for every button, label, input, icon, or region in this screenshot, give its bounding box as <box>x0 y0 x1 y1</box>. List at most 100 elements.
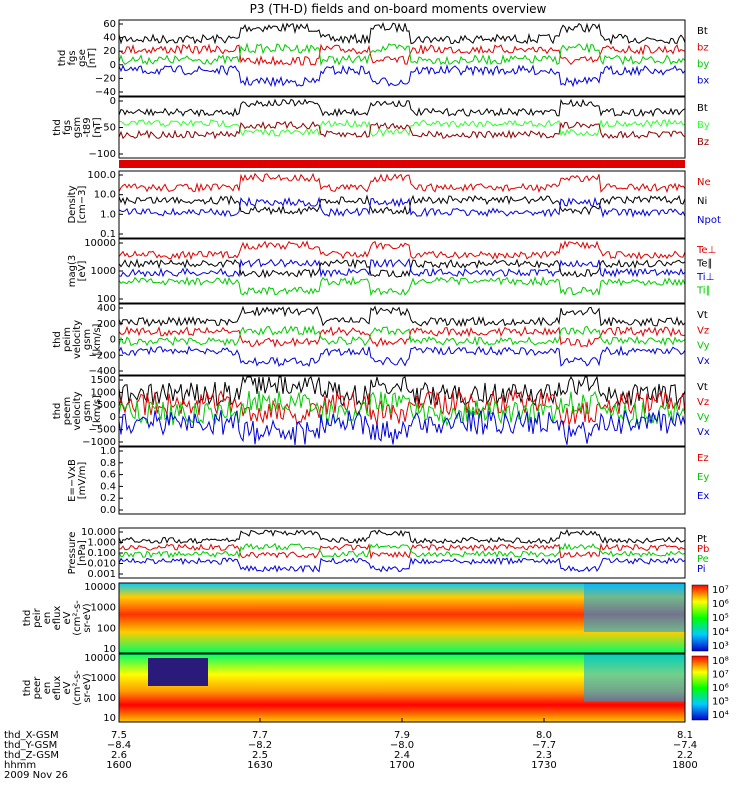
ytick-label: 1.000 <box>87 538 116 549</box>
panel-frame <box>118 19 686 97</box>
colorbar-label: 10⁸ <box>712 656 729 667</box>
ylabel-line: thd <box>22 610 33 627</box>
ytick-label: −400 <box>89 366 116 377</box>
legend-Ez: Ez <box>697 453 709 464</box>
xrow-value: 8.0 <box>536 730 552 741</box>
xrow-value: 1630 <box>247 760 272 771</box>
ytick-label: 10000 <box>84 582 116 593</box>
ytick-label: 10000 <box>84 238 116 249</box>
xrow-label: hhmm <box>4 760 36 771</box>
ylabel: thdpeirenefluxeV(cm²-s-sr-eV) <box>22 600 93 636</box>
ylabel-line: eV <box>62 681 73 694</box>
colorbar-label: 10⁷ <box>712 585 729 596</box>
ytick-label: 1500 <box>91 375 116 386</box>
legend-Pt: Pt <box>697 534 707 545</box>
series-Pt <box>118 528 686 545</box>
series-bz <box>118 43 686 67</box>
legend-Vx: Vx <box>697 427 710 438</box>
ylabel-line: eflux <box>52 606 63 631</box>
ylabel-line: eflux <box>52 676 63 701</box>
ytick-label: 1000 <box>91 603 116 614</box>
ytick-label: 0 <box>110 96 116 107</box>
ylabel-line: eV <box>62 611 73 624</box>
ytick-label: 1000 <box>91 266 116 277</box>
panel-fgs_gse: thdfgsgse[nT] 60 40 20 0 −20 −40 Bt bz by bx <box>57 19 709 98</box>
series-Vy <box>118 390 686 427</box>
legend-by: by <box>697 59 709 70</box>
series-Pb <box>118 542 686 560</box>
legend-Vz: Vz <box>697 397 709 408</box>
series-Vz <box>118 325 686 348</box>
xrow-value: −8.0 <box>390 740 414 751</box>
ytick-label: 0.1 <box>100 229 116 240</box>
legend-Pb: Pb <box>697 544 709 555</box>
ylabel-line: thd <box>52 331 63 348</box>
ylabel: mag(3[eV] <box>67 255 88 287</box>
xrow-value: 2.4 <box>394 750 410 761</box>
colorbar-label: 10⁵ <box>712 613 729 624</box>
ylabel-line: thd <box>22 680 33 697</box>
ylabel-line: en <box>42 682 53 695</box>
series-Ti⊥ <box>118 257 686 278</box>
ylabel-line: peer <box>32 676 43 700</box>
ylabel: thdpeerenefluxeV(cm²-s-sr-eV) <box>22 670 93 706</box>
colorbar-label: 10⁷ <box>712 670 729 681</box>
date-label: 2009 Nov 26 <box>4 770 68 781</box>
legend-Ne: Ne <box>697 177 711 188</box>
legend-bx: bx <box>697 76 709 87</box>
legend-Ti⊥: Ti⊥ <box>696 272 714 283</box>
ytick-label: −50 <box>95 123 116 134</box>
colorbar-label: 10⁴ <box>712 627 729 638</box>
ylabel-line: [eV] <box>77 261 88 282</box>
series-Npot <box>118 196 686 218</box>
xrow-value: −7.7 <box>532 740 556 751</box>
ylabel-line: sr-eV) <box>82 673 93 702</box>
panel-peir_eflux: thdpeirenefluxeV(cm²-s-sr-eV) 10000 1000 10… <box>22 582 729 655</box>
panel-frame <box>118 96 686 159</box>
ylabel-line: thd <box>52 119 63 136</box>
legend-Te⊥: Te⊥ <box>696 245 716 256</box>
panel-efield: E=−VxB[mV/m] 1.00.80.60.40.20.0 Ez Ey Ex <box>67 446 709 516</box>
xrow-value: −8.2 <box>248 740 272 751</box>
series-Pe <box>118 542 686 559</box>
ylabel-line: peir <box>32 607 43 627</box>
panel-frame <box>118 170 686 239</box>
ylabel-line: fgs <box>62 120 73 135</box>
legend-Bt: Bt <box>697 26 708 37</box>
ytick-label: 1000 <box>91 387 116 398</box>
ytick-label: 60 <box>103 19 116 30</box>
ylabel-line: [nT] <box>87 48 98 68</box>
late-region <box>584 654 685 702</box>
ytick-label: 0.2 <box>100 493 116 504</box>
series-by <box>118 42 686 67</box>
ytick-label: 100 <box>97 693 116 704</box>
ylabel-line: [nT] <box>92 117 103 137</box>
ylabel-line: (cm²-s- <box>72 600 83 636</box>
ylabel-line: [nPa] <box>77 540 88 566</box>
ytick-label: 0.4 <box>100 481 116 492</box>
xrow-value: 2.5 <box>252 750 268 761</box>
series-Vx <box>118 345 686 367</box>
ytick-label: 10.0 <box>94 190 116 201</box>
ytick-label: 1000 <box>91 673 116 684</box>
ylabel-line: [mV/m] <box>77 462 88 500</box>
ylabel: Pressure[nPa] <box>67 532 88 575</box>
series-By <box>118 118 686 138</box>
ylabel: thdfgsgse[nT] <box>57 48 98 68</box>
legend-Npot: Npot <box>697 215 721 226</box>
ylabel: Density[cm−3] <box>67 185 88 223</box>
series-Vt <box>118 305 686 328</box>
legend-By: By <box>697 120 710 131</box>
xrow-label: thd_X-GSM <box>4 730 59 741</box>
ytick-label: 0 <box>110 60 116 71</box>
ylabel-line: thd <box>57 50 68 67</box>
ylabel-line: peem <box>62 397 73 425</box>
xrow-value: 2.3 <box>536 750 552 761</box>
panel-frame <box>118 375 686 447</box>
legend-Ey: Ey <box>697 472 709 483</box>
legend-Vy: Vy <box>697 341 710 352</box>
ytick-label: 10000 <box>84 653 116 664</box>
series-Vy <box>118 324 686 347</box>
ytick-label: 0 <box>110 335 116 346</box>
series-Te⊥ <box>118 240 686 261</box>
